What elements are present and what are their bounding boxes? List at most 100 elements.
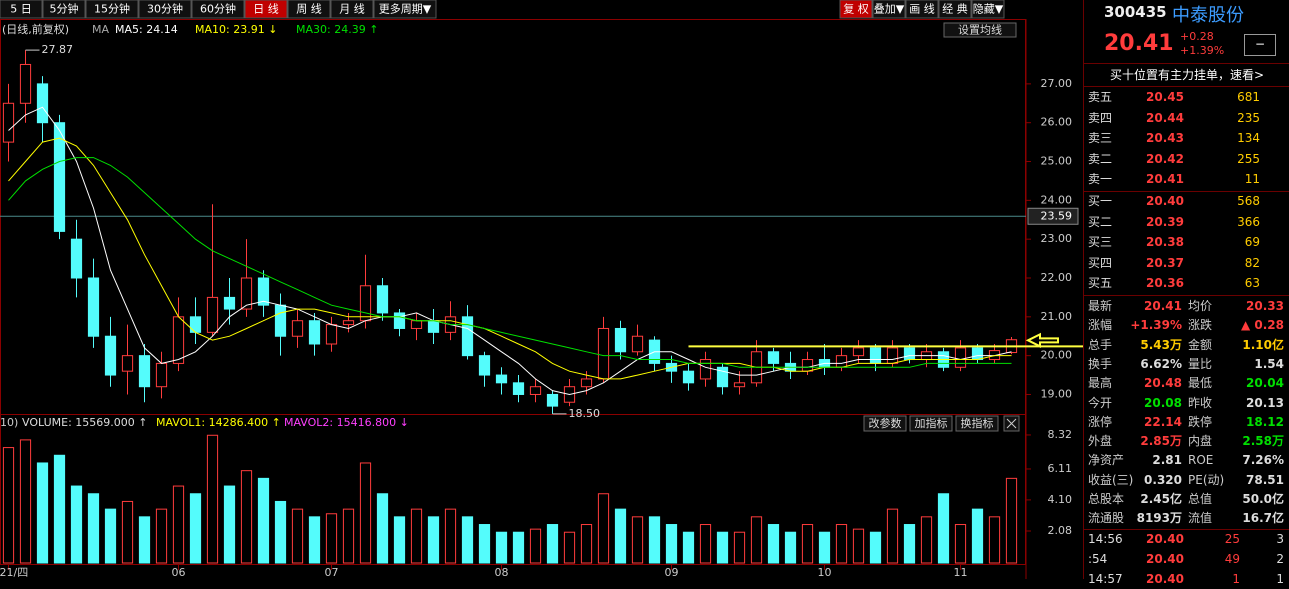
button-bg[interactable] [863, 415, 907, 432]
candle-body [886, 347, 899, 364]
ref-label-bg [1027, 207, 1079, 225]
trade-count: 2 [1276, 552, 1284, 566]
volume-bar [597, 493, 610, 564]
candle-body [801, 359, 814, 372]
period-label: 10) [0, 416, 18, 429]
volume-bar [563, 531, 576, 564]
volume-bar [257, 477, 270, 564]
volume-bar [223, 485, 236, 564]
y-tick-label: 4.10 [1048, 493, 1073, 506]
candle-body [172, 316, 185, 364]
volume-bar [19, 439, 32, 564]
candle-body [376, 285, 389, 314]
tab: 5分钟 [50, 2, 79, 16]
trade-price: 20.40 [1146, 552, 1184, 566]
stat-value: 1.54 [1254, 356, 1284, 371]
tab: 5 日 [10, 3, 32, 16]
volume-bar [461, 516, 474, 564]
volume-bar [529, 528, 542, 564]
tab-bg[interactable] [85, 0, 139, 19]
volume-bar [580, 524, 593, 564]
stock-code: 300435 [1104, 3, 1167, 21]
legend-entry: MAVOL1: 14286.400 ↑ [156, 416, 281, 429]
volume-bar [716, 531, 729, 564]
order-label: 卖五 [1088, 90, 1113, 104]
tool-bg [938, 0, 972, 19]
annotation: 27.87 [42, 43, 74, 56]
banner[interactable]: 买十位置有主力挂单，速看> [1084, 63, 1289, 87]
y-tick-label: 27.00 [1041, 77, 1073, 90]
order-row: 卖五 20.45 681 [1084, 88, 1289, 107]
candle-body [70, 238, 83, 279]
tab-bg[interactable] [138, 0, 192, 19]
trade-row: 14:57 20.40 1 1 [1084, 570, 1289, 589]
volume-bar [2, 447, 15, 564]
y-tick-label: 25.00 [1041, 155, 1073, 168]
volume-bar [376, 493, 389, 564]
stat-label: 涨停 [1088, 414, 1113, 429]
candle-body [733, 382, 746, 388]
candle-body [257, 277, 270, 306]
volume-bar [325, 513, 338, 564]
volume-bar [444, 508, 457, 564]
candle-body [869, 347, 882, 364]
volume-bar [36, 462, 49, 564]
tab-bg[interactable] [0, 0, 43, 19]
collapse-button[interactable]: − [1244, 34, 1276, 56]
stat-row: 总手 5.43万 金额 1.10亿 [1084, 336, 1289, 355]
volume-bar [53, 454, 66, 564]
order-label: 买四 [1088, 255, 1113, 270]
stat-label: 换手 [1088, 356, 1113, 371]
y-tick-label: 8.32 [1048, 428, 1073, 441]
tab-bg[interactable] [191, 0, 245, 19]
order-volume: 63 [1244, 276, 1260, 290]
stat-label: 最低 [1188, 376, 1213, 391]
tool: 经 典 [942, 2, 968, 16]
candle-body [903, 347, 916, 361]
y-tick-label: 19.00 [1041, 387, 1073, 400]
stat-label: 最高 [1088, 376, 1113, 391]
tab-bg[interactable] [373, 0, 437, 19]
stat-value: 2.85万 [1140, 434, 1182, 449]
volume-bar [750, 516, 763, 564]
stat-row: 总股本 2.45亿 总值 50.0亿 [1084, 490, 1289, 509]
quote-panel: 300435 中泰股份 20.41 +0.28 +1.39% − 买十位置有主力… [1083, 0, 1289, 586]
stat-row: 流通股 8193万 流值 16.7亿 [1084, 509, 1289, 528]
volume-bar [359, 462, 372, 564]
volume-bar [342, 508, 355, 564]
tab-bg[interactable] [42, 0, 86, 19]
button-bg[interactable] [955, 415, 999, 432]
tab-bg[interactable] [330, 0, 374, 19]
volume-bar [903, 524, 916, 564]
ref-label: 23.59 [1041, 209, 1073, 222]
volume-bar [240, 470, 253, 564]
order-volume: 69 [1244, 235, 1260, 249]
tool-bg [971, 0, 1005, 19]
order-volume: 134 [1237, 131, 1260, 145]
candle-body [19, 63, 32, 104]
settings-button[interactable] [943, 22, 1017, 38]
stat-value: ▲ 0.28 [1240, 318, 1284, 333]
stat-label: 今开 [1088, 395, 1113, 410]
volume-bar [308, 516, 321, 564]
button-bg[interactable] [909, 415, 953, 432]
settings-label: 设置均线 [958, 23, 1002, 37]
candle-body [546, 393, 559, 407]
order-label: 卖三 [1088, 131, 1113, 145]
volume-bar [886, 508, 899, 564]
stat-label: 总股本 [1088, 492, 1125, 506]
order-volume: 568 [1237, 194, 1260, 208]
volume-bar [699, 524, 712, 564]
order-label: 买一 [1088, 194, 1113, 208]
tab-bg[interactable] [287, 0, 331, 19]
tab-bg[interactable] [244, 0, 288, 19]
trade-row: 14:56 20.40 25 3 [1084, 530, 1289, 549]
volume-bar [87, 493, 100, 564]
order-volume: 681 [1237, 90, 1260, 104]
tab: 周 线 [296, 2, 322, 16]
tool: 复 权 [843, 2, 869, 16]
trade-time: :54 [1088, 552, 1108, 566]
stat-label: 内盘 [1188, 434, 1213, 449]
volume-bar [410, 508, 423, 564]
